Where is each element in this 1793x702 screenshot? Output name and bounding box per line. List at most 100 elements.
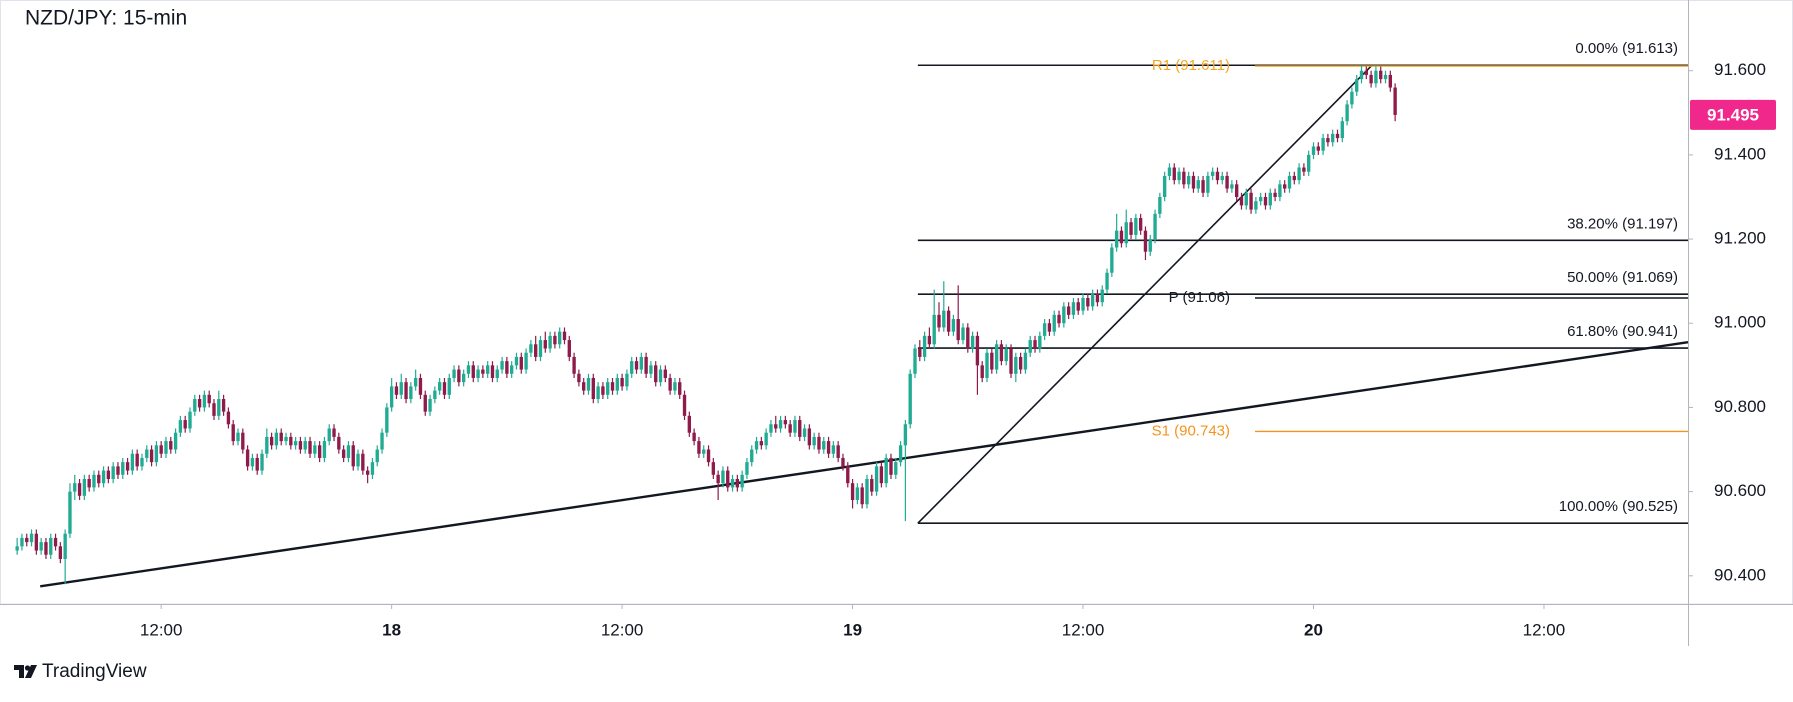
candle-body	[639, 356, 643, 370]
candle-body	[1057, 314, 1061, 324]
candle-body	[293, 441, 298, 446]
candle-body	[164, 441, 168, 454]
candle-body	[39, 542, 43, 551]
candle-body	[500, 361, 504, 370]
candle-body	[798, 420, 802, 437]
candle-body	[44, 542, 48, 555]
candle-body	[1316, 146, 1320, 151]
candle-body	[375, 449, 379, 463]
candle-body	[543, 340, 547, 349]
candle-body	[399, 382, 403, 395]
candle-body	[1331, 133, 1335, 143]
candle-body	[807, 428, 812, 446]
candle-body	[1196, 180, 1200, 189]
candle-body	[337, 436, 341, 450]
drawings	[40, 64, 1689, 588]
candle-body	[1321, 138, 1325, 151]
candle-body	[654, 365, 658, 383]
candle-body	[1162, 175, 1167, 197]
candle-body	[173, 432, 178, 450]
candle-body	[1201, 180, 1205, 193]
candle-body	[29, 533, 34, 543]
candle-body	[1273, 192, 1277, 197]
candle-body	[908, 373, 912, 425]
x-tick-label: 12:00	[1523, 620, 1566, 639]
candle-body	[1283, 184, 1287, 189]
candle-body	[351, 445, 355, 467]
candle-body	[250, 457, 255, 467]
candle-body	[485, 365, 490, 374]
candle-body	[879, 466, 884, 484]
candle-body	[1158, 196, 1162, 214]
candle-body	[634, 361, 639, 370]
candle-body	[774, 424, 778, 429]
candle-body	[370, 462, 375, 475]
candle-body	[452, 369, 456, 378]
candle-body	[77, 483, 82, 496]
fib-label: 38.20% (91.197)	[1567, 215, 1678, 232]
candle-body	[447, 377, 451, 395]
candle-body	[529, 344, 533, 353]
candle-body	[1234, 184, 1239, 197]
candle-body	[274, 432, 279, 446]
candle-body	[682, 394, 687, 416]
candle-body	[591, 377, 595, 400]
candle-body	[534, 344, 538, 357]
candle-body	[1335, 133, 1340, 139]
candle-body	[961, 327, 965, 341]
candle-body	[730, 478, 735, 488]
y-tick-label: 90.400	[1714, 565, 1766, 584]
candle-body	[1167, 167, 1172, 176]
pivot-label: P (91.06)	[1169, 289, 1230, 306]
candle-body	[946, 310, 951, 332]
candle-body	[1038, 335, 1042, 349]
candle-body	[826, 441, 831, 454]
fib-label: 50.00% (91.069)	[1567, 269, 1678, 286]
candle-body	[1153, 213, 1157, 240]
x-tick-label: 19	[843, 620, 862, 639]
candle-body	[327, 428, 331, 442]
candle-body	[836, 445, 840, 458]
candle-body	[519, 356, 523, 370]
candle-body	[985, 352, 989, 378]
candle-body	[188, 411, 192, 429]
candle-body	[20, 537, 24, 547]
candle-body	[1066, 306, 1071, 315]
candle-body	[1047, 323, 1052, 332]
candle-body	[1172, 167, 1176, 181]
candle-body	[1042, 323, 1047, 336]
candle-body	[1364, 70, 1368, 75]
candle-body	[471, 365, 475, 378]
logo-mark	[14, 665, 24, 678]
candle-body	[433, 390, 437, 400]
candle-body	[457, 369, 461, 383]
x-tick-label: 12:00	[1062, 620, 1105, 639]
candle-body	[860, 487, 864, 505]
candle-body	[1124, 222, 1128, 244]
candle-body	[255, 457, 259, 471]
logo-mark-2	[25, 665, 37, 678]
candle-body	[567, 340, 571, 357]
candle-body	[130, 453, 135, 471]
y-tick-label: 91.200	[1714, 229, 1766, 248]
candle-body	[437, 382, 442, 391]
candle-body	[745, 462, 749, 475]
candle-body	[625, 373, 629, 387]
candle-body	[1302, 167, 1306, 172]
candle-body	[289, 436, 293, 446]
candle-body	[913, 348, 917, 374]
candle-body	[870, 478, 874, 492]
candle-body	[793, 420, 797, 433]
candle-body	[154, 445, 159, 463]
candle-body	[606, 382, 610, 395]
candle-body	[951, 319, 956, 332]
candle-body	[1210, 171, 1215, 176]
candle-body	[966, 327, 970, 349]
candle-body	[92, 474, 96, 488]
candle-body	[1278, 184, 1282, 197]
candle-body	[1383, 74, 1388, 80]
candle-body	[1215, 171, 1220, 181]
candle-body	[361, 453, 365, 471]
candle-body	[49, 537, 53, 555]
candle-body	[610, 382, 615, 391]
